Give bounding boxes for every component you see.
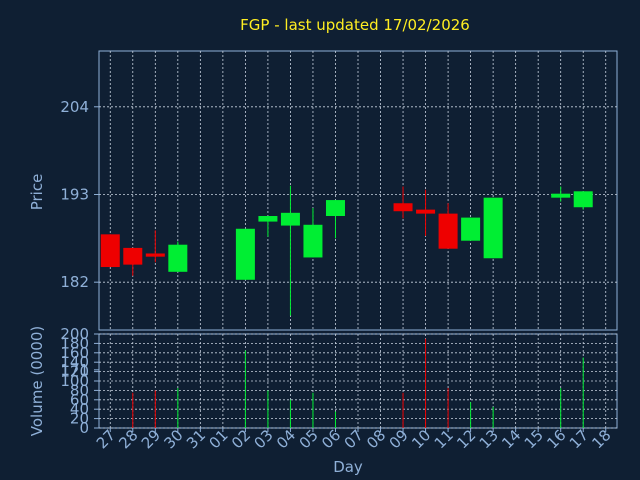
volume-tick-label: 140 (60, 353, 89, 371)
candle-body (280, 212, 300, 226)
candle-body (416, 209, 436, 214)
volume-tick-label: 200 (60, 325, 89, 343)
price-tick-label: 204 (60, 98, 89, 116)
x-axis-label: Day (333, 458, 363, 476)
price-tick-label: 193 (60, 185, 89, 203)
volume-tick-label: 120 (60, 363, 89, 381)
candle-body (551, 193, 571, 198)
candle-body (303, 224, 323, 258)
volume-bars (132, 338, 584, 428)
x-tick-label: 18 (588, 426, 614, 452)
candle-body (145, 253, 165, 257)
price-tick-label: 182 (60, 273, 89, 291)
candle-body (123, 247, 143, 265)
price-tick-label: 171 (60, 361, 89, 379)
candle-body (168, 244, 188, 272)
price-candles (100, 185, 593, 316)
candle-body (438, 213, 458, 249)
candle-body (483, 197, 503, 259)
candle-body (461, 217, 481, 241)
candle-body (235, 228, 255, 280)
x-tick-labels: 2728293031010203040506070809101112131415… (93, 426, 615, 452)
chart-title: FGP - last updated 17/02/2026 (240, 16, 470, 34)
volume-tick-label: 40 (70, 400, 89, 418)
volume-tick-label: 160 (60, 344, 89, 362)
volume-tick-label: 0 (79, 419, 89, 437)
candle-body (393, 203, 413, 212)
volume-grid (99, 333, 617, 429)
price-grid (99, 51, 617, 330)
price-y-ticks: 171 182 193 204 (60, 98, 99, 379)
candle-body (325, 200, 345, 217)
price-axis-label: Price (28, 174, 46, 211)
volume-tick-label: 20 (70, 410, 89, 428)
candle-body (100, 234, 120, 268)
volume-tick-label: 100 (60, 372, 89, 390)
volume-tick-label: 60 (70, 391, 89, 409)
candle-body (573, 191, 593, 208)
volume-tick-label: 80 (70, 381, 89, 399)
volume-axis-label: Volume (0000) (28, 326, 46, 436)
candle-body (258, 216, 278, 222)
volume-tick-label: 180 (60, 334, 89, 352)
